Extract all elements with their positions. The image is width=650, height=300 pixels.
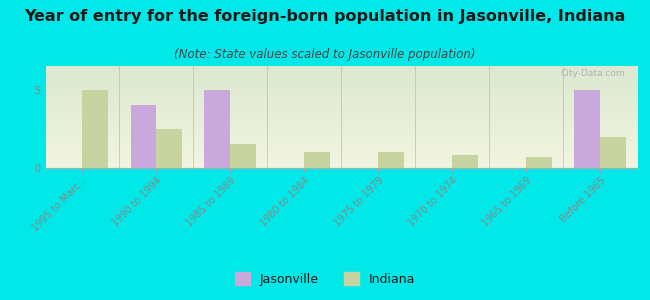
Text: (Note: State values scaled to Jasonville population): (Note: State values scaled to Jasonville… — [174, 48, 476, 61]
Bar — [304, 152, 330, 168]
Bar — [205, 89, 230, 168]
Bar — [600, 136, 626, 168]
Text: City-Data.com: City-Data.com — [560, 69, 625, 78]
Text: Year of entry for the foreign-born population in Jasonville, Indiana: Year of entry for the foreign-born popul… — [24, 9, 626, 24]
Bar — [378, 152, 404, 168]
Bar — [131, 105, 157, 168]
Bar — [526, 157, 552, 168]
Legend: Jasonville, Indiana: Jasonville, Indiana — [230, 267, 420, 291]
Bar — [230, 145, 256, 168]
Bar — [83, 89, 109, 168]
Bar — [574, 89, 600, 168]
Bar — [157, 129, 182, 168]
Bar — [452, 155, 478, 168]
